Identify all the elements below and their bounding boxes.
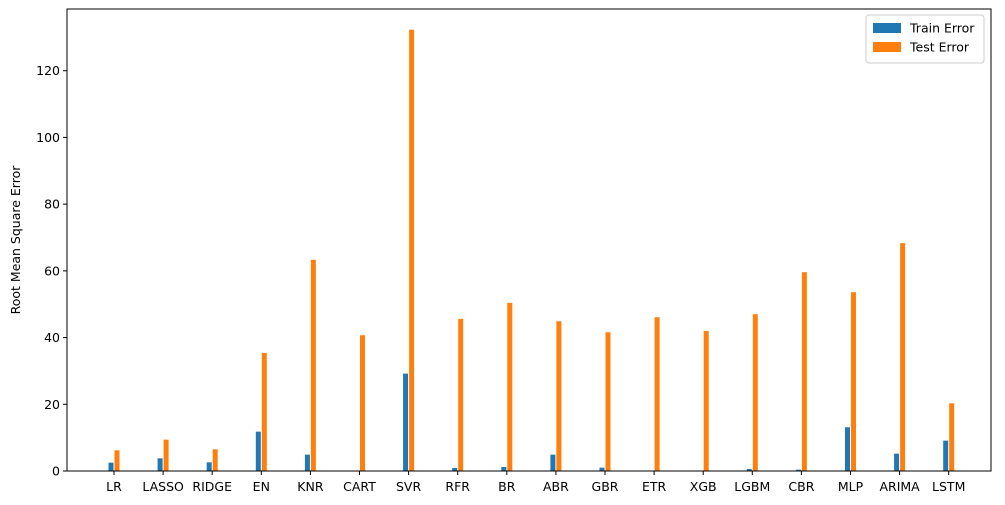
- x-tick-label: BR: [498, 479, 516, 494]
- test-error-bar-ridge: [212, 449, 218, 471]
- x-tick-label: GBR: [592, 479, 619, 494]
- x-tick-label: LGBM: [734, 479, 770, 494]
- test-error-bar-mlp: [851, 292, 856, 471]
- plot-frame: [66, 8, 992, 472]
- y-tick-label: 20: [44, 397, 60, 412]
- y-tick-label: 120: [36, 63, 60, 78]
- x-tick-label: LR: [106, 479, 122, 494]
- train-error-bar-abr: [550, 454, 556, 471]
- x-tick-label: ABR: [543, 479, 569, 494]
- x-tick-label: XGB: [690, 479, 717, 494]
- y-axis-title: Root Mean Square Error: [8, 165, 23, 315]
- train-error-bar-arima: [894, 453, 900, 471]
- train-error-bar-rfr: [452, 467, 458, 471]
- test-error-bar-abr: [556, 321, 562, 471]
- x-tick-label: CBR: [788, 479, 814, 494]
- test-error-bar-knr: [310, 259, 316, 471]
- test-error-bar-etr: [654, 317, 660, 471]
- legend-label: Test Error: [909, 40, 970, 55]
- test-error-bar-cbr: [801, 272, 807, 471]
- train-error-bar-svr: [403, 373, 409, 471]
- train-error-bar-cbr: [795, 469, 801, 471]
- test-error-bar-cart: [360, 335, 365, 471]
- x-axis: LR LASSO RIDGE EN KNR CART SVR RFR BR ABR GBR ETR XG…: [106, 471, 965, 494]
- train-error-bar-gbr: [599, 467, 605, 471]
- x-tick-label: RIDGE: [192, 479, 232, 494]
- x-tick-label: ETR: [642, 479, 667, 494]
- y-tick-label: 100: [36, 130, 60, 145]
- legend-swatch: [873, 42, 901, 52]
- y-tick-label: 40: [44, 330, 60, 345]
- y-axis: 0 20 40 60 80 100 120: [36, 63, 67, 479]
- x-tick-label: SVR: [396, 479, 421, 494]
- train-error-bar-lasso: [157, 458, 163, 471]
- test-error-bar-lstm: [949, 403, 955, 471]
- test-error-bar-lasso: [163, 439, 169, 471]
- test-error-bar-br: [507, 302, 513, 471]
- test-error-bar-rfr: [458, 318, 464, 471]
- train-error-bar-ridge: [206, 462, 212, 471]
- legend-label: Train Error: [909, 21, 975, 36]
- test-error-bar-arima: [900, 243, 906, 471]
- x-tick-label: KNR: [297, 479, 324, 494]
- train-error-bar-en: [255, 431, 261, 471]
- train-error-bar-lgbm: [746, 468, 752, 471]
- test-error-bar-gbr: [605, 332, 611, 471]
- legend: Train Error Test Error: [865, 14, 985, 64]
- x-tick-label: CART: [343, 479, 376, 494]
- test-error-bar-svr: [409, 29, 415, 472]
- x-tick-label: LASSO: [142, 479, 184, 494]
- bars-layer: [108, 29, 955, 472]
- x-tick-label: RFR: [445, 479, 470, 494]
- x-tick-label: MLP: [838, 479, 864, 494]
- y-tick-label: 0: [52, 464, 60, 479]
- y-tick-label: 60: [44, 263, 60, 278]
- legend-swatch: [873, 23, 901, 33]
- test-error-bar-en: [261, 352, 267, 471]
- x-tick-label: LSTM: [932, 479, 965, 494]
- test-error-bar-lgbm: [752, 314, 758, 471]
- train-error-bar-lstm: [943, 440, 949, 471]
- test-error-bar-xgb: [703, 330, 709, 471]
- train-error-bar-lr: [108, 462, 114, 471]
- x-tick-label: ARIMA: [879, 479, 920, 494]
- train-error-bar-br: [501, 466, 507, 471]
- train-error-bar-knr: [304, 454, 310, 471]
- x-tick-label: EN: [253, 479, 270, 494]
- train-error-bar-mlp: [845, 427, 850, 471]
- y-tick-label: 80: [44, 197, 60, 212]
- test-error-bar-lr: [114, 450, 120, 471]
